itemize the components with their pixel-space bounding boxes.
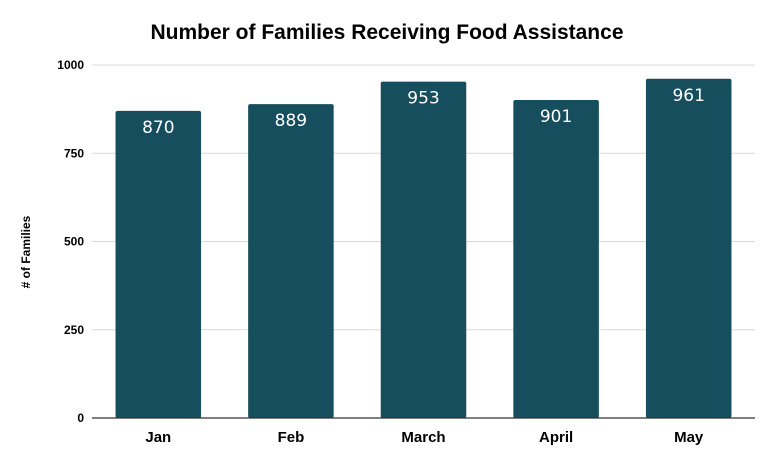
data-label: 870 <box>142 118 174 138</box>
x-tick-label: May <box>674 429 704 446</box>
bars <box>115 78 732 419</box>
data-label: 953 <box>407 89 439 109</box>
y-axis-ticks: 0 250 500 750 1000 <box>57 58 84 425</box>
data-label: 901 <box>540 107 572 127</box>
x-tick-label: Feb <box>278 429 305 446</box>
bar-feb <box>248 104 334 419</box>
bar-jan <box>115 110 202 418</box>
bar-may <box>645 78 732 418</box>
y-tick-label: 750 <box>64 146 84 160</box>
bar-april <box>513 99 599 419</box>
y-tick-label: 500 <box>64 235 84 249</box>
data-labels: 870 889 953 901 961 <box>142 86 705 138</box>
y-axis-label: # of Families <box>19 215 33 288</box>
y-tick-label: 1000 <box>57 58 84 72</box>
x-tick-label: March <box>401 429 445 446</box>
y-tick-label: 0 <box>77 411 84 425</box>
chart-title: Number of Families Receiving Food Assist… <box>150 21 623 44</box>
x-tick-label: Jan <box>145 429 171 446</box>
y-tick-label: 250 <box>64 323 84 337</box>
data-label: 889 <box>275 111 307 131</box>
x-axis-ticks: Jan Feb March April May <box>145 429 704 446</box>
bar-march <box>380 81 467 418</box>
x-tick-label: April <box>539 429 573 446</box>
data-label: 961 <box>672 86 704 106</box>
